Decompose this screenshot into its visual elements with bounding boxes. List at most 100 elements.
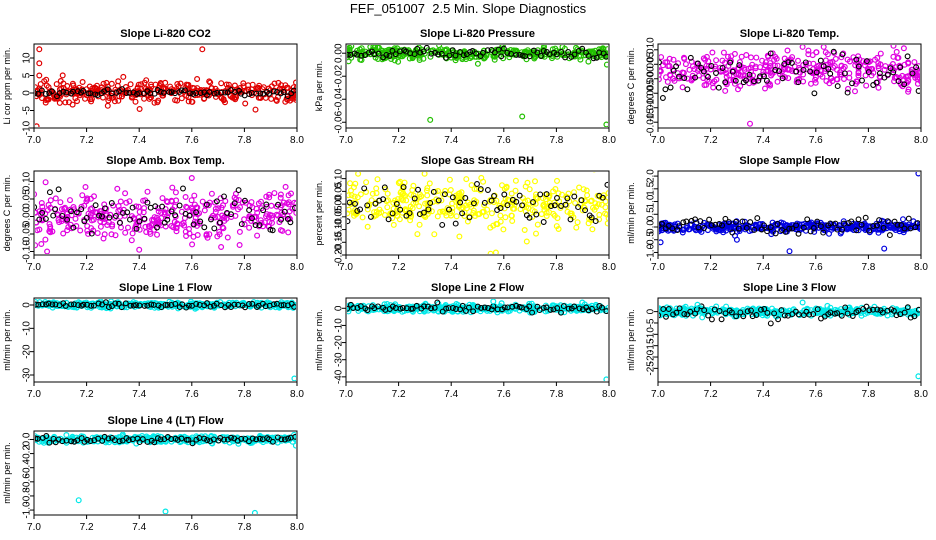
data-point — [178, 87, 185, 94]
data-point — [176, 202, 183, 209]
data-point — [913, 64, 920, 71]
data-point — [190, 209, 197, 216]
data-point — [719, 65, 726, 71]
data-point — [189, 241, 196, 248]
data-point — [659, 95, 666, 101]
data-point — [159, 195, 166, 202]
data-point — [115, 203, 122, 210]
panel-title: Slope Gas Stream RH — [421, 155, 534, 167]
data-point — [909, 66, 916, 73]
data-point — [915, 306, 920, 313]
data-point — [188, 175, 195, 182]
data-point — [512, 177, 519, 184]
data-point — [114, 185, 121, 192]
y-tick-label: -0.04 — [334, 87, 345, 110]
data-point — [685, 226, 692, 233]
data-point — [605, 194, 608, 201]
data-point — [560, 303, 567, 310]
data-point — [362, 48, 369, 55]
data-point — [167, 83, 174, 90]
x-tick-label: 7.4 — [756, 262, 770, 273]
data-point — [408, 191, 415, 198]
data-point — [761, 73, 767, 80]
data-point — [766, 81, 773, 88]
data-point — [235, 440, 242, 447]
data-point — [35, 435, 39, 442]
data-point — [471, 197, 478, 204]
data-point — [761, 85, 768, 92]
data-point — [162, 302, 169, 308]
data-point — [199, 198, 206, 205]
data-point — [273, 97, 280, 104]
data-point — [603, 53, 608, 60]
data-point — [747, 54, 754, 61]
data-point — [242, 100, 249, 107]
data-point — [547, 306, 554, 313]
y-tick-label: -0.4 — [22, 459, 33, 477]
data-point — [347, 305, 351, 312]
data-point — [241, 216, 248, 223]
data-point — [712, 65, 719, 72]
x-tick-label: 7.2 — [80, 389, 94, 400]
data-point — [387, 210, 394, 217]
data-points — [35, 175, 296, 254]
data-point — [220, 225, 227, 232]
data-point — [662, 86, 669, 93]
data-point — [866, 227, 873, 234]
data-point — [277, 90, 284, 97]
data-point — [416, 56, 423, 63]
data-point — [491, 193, 497, 199]
data-point — [102, 299, 109, 306]
data-point — [736, 226, 743, 233]
data-point — [588, 214, 595, 221]
data-point — [191, 201, 198, 208]
data-point — [504, 49, 511, 56]
data-point — [681, 75, 688, 82]
data-point — [180, 185, 186, 192]
data-point — [160, 89, 167, 96]
data-point — [762, 62, 769, 69]
data-point — [671, 77, 678, 84]
data-point — [212, 208, 219, 215]
data-point — [164, 301, 171, 308]
data-point — [112, 300, 119, 307]
data-point — [277, 191, 284, 198]
y-tick-label: -0.20 — [334, 243, 345, 266]
data-point — [439, 308, 446, 315]
data-point — [582, 207, 589, 214]
data-point — [711, 78, 718, 85]
data-point — [35, 191, 38, 198]
data-point — [874, 54, 881, 61]
data-point — [174, 436, 181, 443]
data-point — [43, 82, 50, 89]
data-point — [35, 219, 40, 226]
data-point — [895, 78, 902, 85]
data-point — [55, 186, 62, 193]
data-point — [453, 192, 460, 199]
data-point — [201, 207, 208, 214]
data-point — [604, 181, 608, 188]
data-point — [379, 47, 386, 54]
data-point — [217, 89, 224, 96]
y-tick-label: -0.2 — [22, 445, 33, 463]
data-point — [862, 72, 869, 79]
data-point — [897, 64, 904, 71]
data-point — [84, 436, 91, 443]
y-tick-label: 0.0 — [22, 432, 33, 446]
data-point — [94, 230, 101, 237]
data-point — [231, 200, 238, 207]
data-point — [102, 439, 109, 446]
data-point — [115, 78, 122, 85]
data-point — [457, 49, 464, 55]
data-point — [423, 45, 430, 51]
data-point — [581, 204, 588, 211]
data-point — [827, 70, 834, 77]
data-point — [393, 201, 400, 207]
data-point — [100, 235, 107, 242]
y-tick-label: -10 — [22, 120, 33, 135]
data-point — [439, 221, 446, 228]
data-point — [122, 229, 129, 236]
data-point — [713, 303, 720, 310]
data-point — [582, 198, 589, 205]
data-point — [781, 312, 788, 319]
